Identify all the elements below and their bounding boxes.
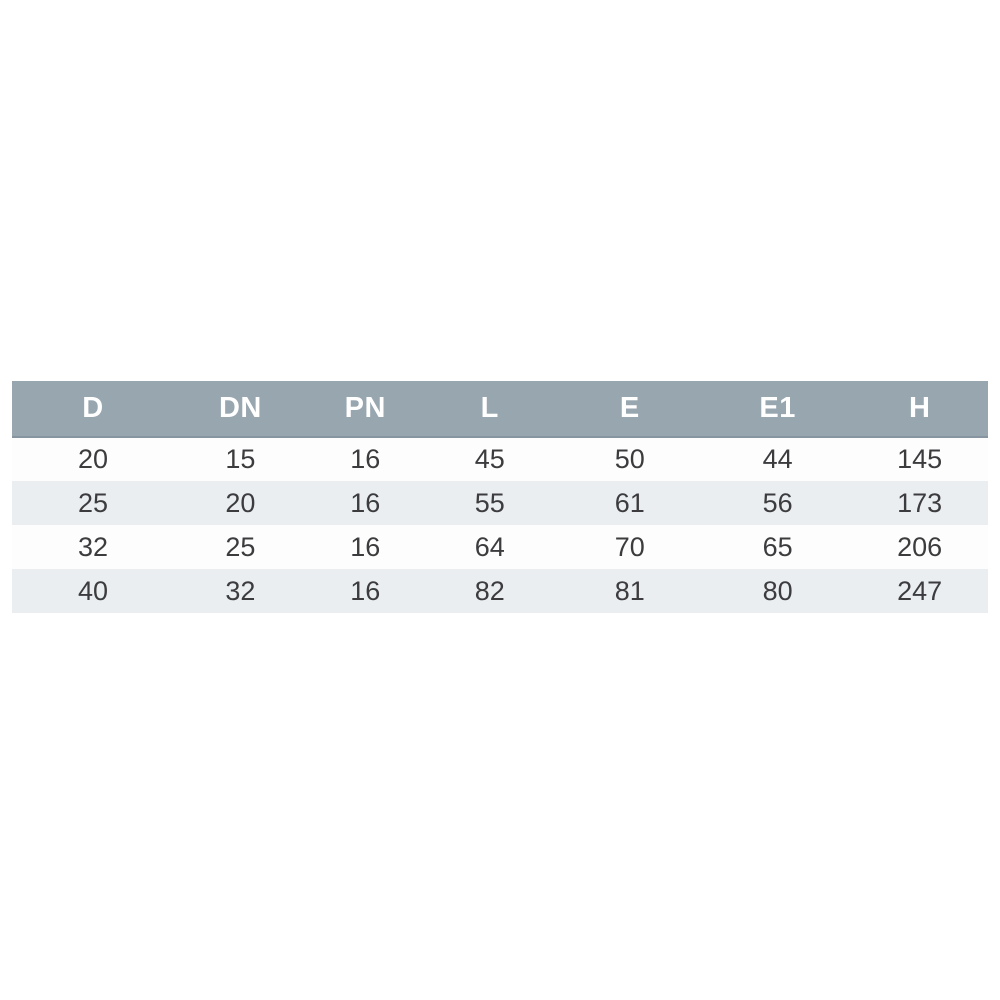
table-body: 20 15 16 45 50 44 145 25 20 16 55 61 56 … [12,437,988,613]
column-header-e: E [555,381,704,438]
table-cell: 15 [174,437,307,481]
table-cell: 65 [703,525,852,569]
table-header: D DN PN L E E1 H [12,381,988,438]
table-cell: 16 [306,525,424,569]
spec-table-container: D DN PN L E E1 H 20 15 16 45 50 44 145 [12,381,988,613]
table-cell: 56 [703,481,852,525]
table-cell: 16 [306,437,424,481]
table-cell: 247 [851,569,988,613]
spec-table: D DN PN L E E1 H 20 15 16 45 50 44 145 [12,381,988,613]
table-cell: 64 [423,525,556,569]
table-cell: 173 [851,481,988,525]
column-header-h: H [851,381,988,438]
table-cell: 32 [12,525,175,569]
table-cell: 45 [423,437,556,481]
table-cell: 16 [306,569,424,613]
table-row: 40 32 16 82 81 80 247 [12,569,988,613]
table-cell: 55 [423,481,556,525]
table-row: 32 25 16 64 70 65 206 [12,525,988,569]
column-header-e1: E1 [703,381,852,438]
table-cell: 16 [306,481,424,525]
table-row: 25 20 16 55 61 56 173 [12,481,988,525]
table-cell: 20 [174,481,307,525]
column-header-d: D [12,381,175,438]
column-header-dn: DN [174,381,307,438]
table-cell: 20 [12,437,175,481]
table-cell: 81 [555,569,704,613]
table-cell: 40 [12,569,175,613]
table-cell: 70 [555,525,704,569]
table-cell: 44 [703,437,852,481]
table-cell: 25 [174,525,307,569]
column-header-l: L [423,381,556,438]
table-cell: 50 [555,437,704,481]
table-cell: 25 [12,481,175,525]
table-cell: 80 [703,569,852,613]
table-cell: 82 [423,569,556,613]
table-cell: 145 [851,437,988,481]
table-cell: 32 [174,569,307,613]
header-row: D DN PN L E E1 H [12,381,988,438]
table-row: 20 15 16 45 50 44 145 [12,437,988,481]
column-header-pn: PN [306,381,424,438]
table-cell: 61 [555,481,704,525]
table-cell: 206 [851,525,988,569]
